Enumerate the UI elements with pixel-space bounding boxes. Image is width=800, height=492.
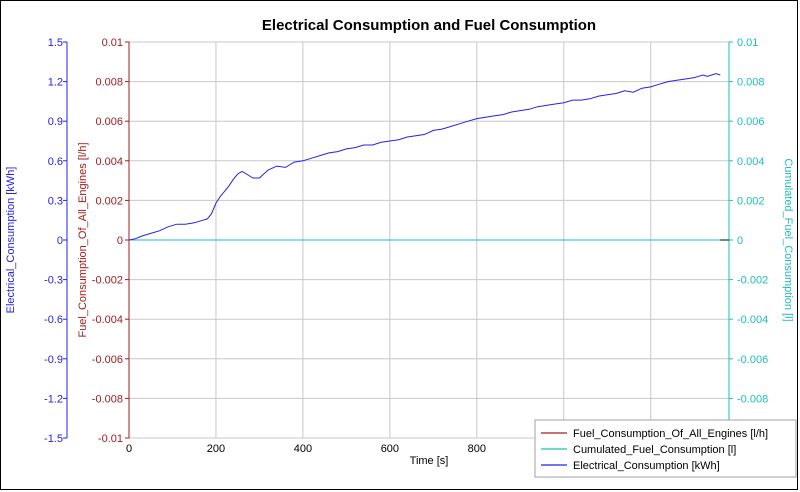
legend-label: Cumulated_Fuel_Consumption [l]	[573, 444, 736, 456]
x-axis-label: Time [s]	[410, 455, 449, 467]
legend: Fuel_Consumption_Of_All_Engines [l/h] Cum…	[534, 419, 797, 478]
legend-box	[534, 419, 797, 478]
series-layer	[128, 73, 729, 241]
y-tick-label-fuel: 0.01	[102, 37, 123, 49]
y-tick-label-cum: -0.006	[737, 354, 768, 366]
legend-label: Electrical_Consumption [kWh]	[573, 460, 720, 472]
y-tick-label-cum: -0.004	[737, 314, 768, 326]
y-tick-label-cum: 0.01	[737, 37, 758, 49]
y-tick-label-elec: 1.2	[48, 77, 63, 89]
y-tick-label-fuel: 0.004	[95, 156, 123, 168]
x-tick-label: 400	[294, 443, 312, 455]
y-tick-label-fuel: 0.002	[95, 195, 123, 207]
y-axis-title-cum: Cumulated_Fuel_Consumption [l]	[782, 158, 794, 321]
y-tick-label-cum: -0.008	[737, 393, 768, 405]
y-tick-label-elec: 0.9	[48, 116, 63, 128]
y-tick-label-fuel: -0.006	[92, 354, 123, 366]
y-tick-label-elec: 0.6	[48, 156, 63, 168]
legend-items: Fuel_Consumption_Of_All_Engines [l/h] Cum…	[541, 428, 768, 472]
legend-label: Fuel_Consumption_Of_All_Engines [l/h]	[573, 428, 768, 440]
y-tick-label-elec: 0.3	[48, 195, 63, 207]
x-tick-label: 600	[381, 443, 399, 455]
y-tick-label-fuel: -0.01	[98, 433, 123, 445]
y-tick-label-cum: 0.006	[737, 116, 765, 128]
y-tick-label-elec: -0.6	[44, 314, 63, 326]
y-tick-label-fuel: -0.004	[92, 314, 123, 326]
y-tick-label-fuel: 0.008	[95, 77, 123, 89]
y-tick-label-fuel: 0	[117, 235, 123, 247]
y-tick-label-elec: 1.5	[48, 37, 63, 49]
y-tick-label-cum: 0.004	[737, 156, 765, 168]
y-axis-title-elec: Electrical_Consumption [kWh]	[5, 167, 17, 314]
series-line-elec	[128, 73, 721, 241]
y-tick-label-fuel: -0.008	[92, 393, 123, 405]
y-tick-label-cum: -0.002	[737, 275, 768, 287]
y-axis-title-fuel: Fuel_Consumption_Of_All_Engines [l/h]	[77, 142, 89, 337]
y-tick-label-cum: 0	[737, 235, 743, 247]
y-tick-label-elec: -1.2	[44, 393, 63, 405]
y-tick-label-elec: -0.9	[44, 354, 63, 366]
y-tick-label-fuel: 0.006	[95, 116, 123, 128]
grid	[128, 41, 730, 439]
chart-title: Electrical Consumption and Fuel Consumpt…	[262, 17, 596, 34]
y-tick-label-fuel: -0.002	[92, 275, 123, 287]
x-tick-label: 200	[207, 443, 225, 455]
y-tick-label-elec: -1.5	[44, 433, 63, 445]
axes: 0200400600800100012001.51.20.90.60.30-0.…	[5, 37, 794, 455]
x-tick-label: 0	[126, 443, 132, 455]
y-tick-label-elec: 0	[57, 235, 63, 247]
y-tick-label-cum: 0.008	[737, 77, 765, 89]
y-tick-label-elec: -0.3	[44, 275, 63, 287]
x-tick-label: 800	[468, 443, 486, 455]
y-tick-label-cum: 0.002	[737, 195, 765, 207]
